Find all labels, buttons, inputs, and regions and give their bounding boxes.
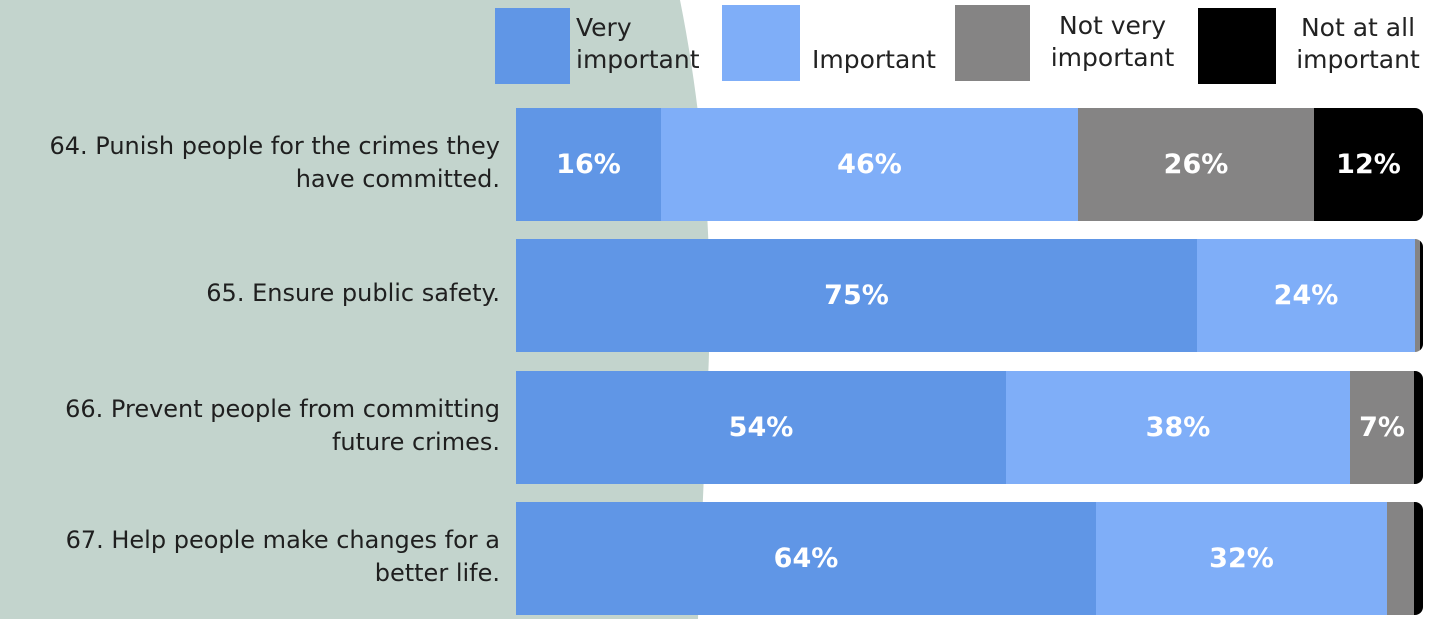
category-label-line: 67. Help people make changes for a — [65, 525, 500, 554]
legend-label-line: Very — [576, 13, 632, 42]
bar-segment — [1197, 239, 1415, 352]
category-label-line: have committed. — [295, 164, 500, 193]
legend-label: Not very important — [1040, 10, 1185, 74]
data-label: 26% — [1163, 149, 1229, 180]
category-label-line: 65. Ensure public safety. — [206, 279, 500, 307]
bar-segment — [1387, 502, 1414, 615]
bar-segment — [1414, 502, 1423, 615]
data-label: 12% — [1336, 149, 1401, 180]
bar-segment — [661, 108, 1078, 221]
bar-segment — [1414, 371, 1423, 484]
legend-label-line: important — [1050, 43, 1175, 72]
stacked-bar: 64% 32% — [516, 502, 1423, 615]
category-label: 66. Prevent people from committing future… — [0, 393, 500, 459]
category-label: 67. Help people make changes for a better… — [0, 524, 500, 590]
category-label-line: 66. Prevent people from committing — [65, 394, 500, 423]
legend-label: Very important — [576, 12, 716, 76]
legend-label: Important — [812, 44, 952, 76]
data-label: 75% — [824, 280, 889, 311]
legend-label-line: Not at all — [1300, 13, 1416, 42]
data-label: 24% — [1273, 280, 1339, 311]
legend-label: Not at all important — [1288, 12, 1428, 76]
bar-segment — [516, 239, 1197, 352]
legend-label-line: important — [576, 45, 700, 74]
data-label: 16% — [556, 149, 621, 180]
data-label: 46% — [837, 149, 902, 180]
legend-swatch — [955, 5, 1030, 81]
category-label: 65. Ensure public safety. — [0, 277, 500, 310]
legend-swatch — [495, 8, 570, 84]
legend-label-line: Not very — [1059, 11, 1166, 40]
stacked-bar: 54% 38% 7% — [516, 371, 1423, 484]
legend-label-line: Important — [812, 45, 936, 74]
stacked-bar: 75% 24% — [516, 239, 1423, 352]
stacked-bar: 16% 46% 26% 12% — [516, 108, 1423, 221]
data-label: 64% — [773, 543, 839, 574]
legend-swatch — [722, 5, 800, 81]
data-label: 54% — [728, 412, 794, 443]
bar-segment — [516, 108, 661, 221]
legend-label-line: important — [1296, 45, 1420, 74]
bar-segment — [1006, 371, 1350, 484]
legend-swatch — [1198, 8, 1276, 84]
bar-segment — [1078, 108, 1314, 221]
bar-segment — [1415, 239, 1420, 352]
bar-segment — [516, 502, 1096, 615]
bar-segment — [1314, 108, 1423, 221]
bar-segment — [1096, 502, 1387, 615]
category-label-line: better life. — [374, 558, 500, 587]
bar-segment — [1350, 371, 1414, 484]
data-label: 7% — [1359, 412, 1405, 443]
data-label: 38% — [1145, 412, 1211, 443]
category-label-line: 64. Punish people for the crimes they — [49, 131, 500, 160]
data-label: 32% — [1209, 543, 1274, 574]
bar-segment — [516, 371, 1006, 484]
bar-segment — [1420, 239, 1423, 352]
category-label: 64. Punish people for the crimes they hav… — [0, 130, 500, 196]
category-label-line: future crimes. — [331, 427, 500, 456]
